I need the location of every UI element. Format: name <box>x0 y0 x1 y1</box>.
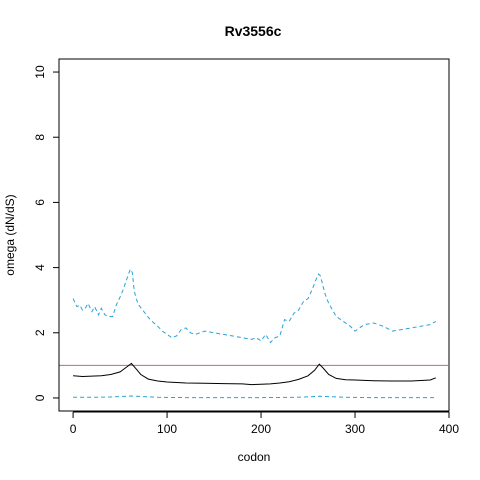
chart-title: Rv3556c <box>225 23 282 39</box>
x-tick-label: 300 <box>345 422 365 436</box>
x-tick-label: 0 <box>70 422 77 436</box>
x-tick-label: 200 <box>251 422 271 436</box>
y-tick-label: 10 <box>33 65 47 79</box>
x-tick-label: 400 <box>439 422 459 436</box>
x-tick-label: 100 <box>157 422 177 436</box>
y-tick-label: 2 <box>33 329 47 336</box>
y-tick-label: 8 <box>33 134 47 141</box>
series-group <box>72 268 437 399</box>
y-axis-label: omega (dN/dS) <box>3 194 17 275</box>
series-line-2 <box>72 268 437 344</box>
x-axis: 0 100 200 300 400 <box>70 411 459 436</box>
y-tick-label: 0 <box>33 394 47 401</box>
x-axis-label: codon <box>238 450 271 464</box>
plot-frame <box>58 58 450 412</box>
y-tick-label: 4 <box>33 264 47 271</box>
y-tick-label: 6 <box>33 199 47 206</box>
y-axis: 0 2 4 6 8 10 <box>33 65 60 401</box>
series-line-3 <box>73 395 436 399</box>
series-line-1 <box>73 362 436 386</box>
